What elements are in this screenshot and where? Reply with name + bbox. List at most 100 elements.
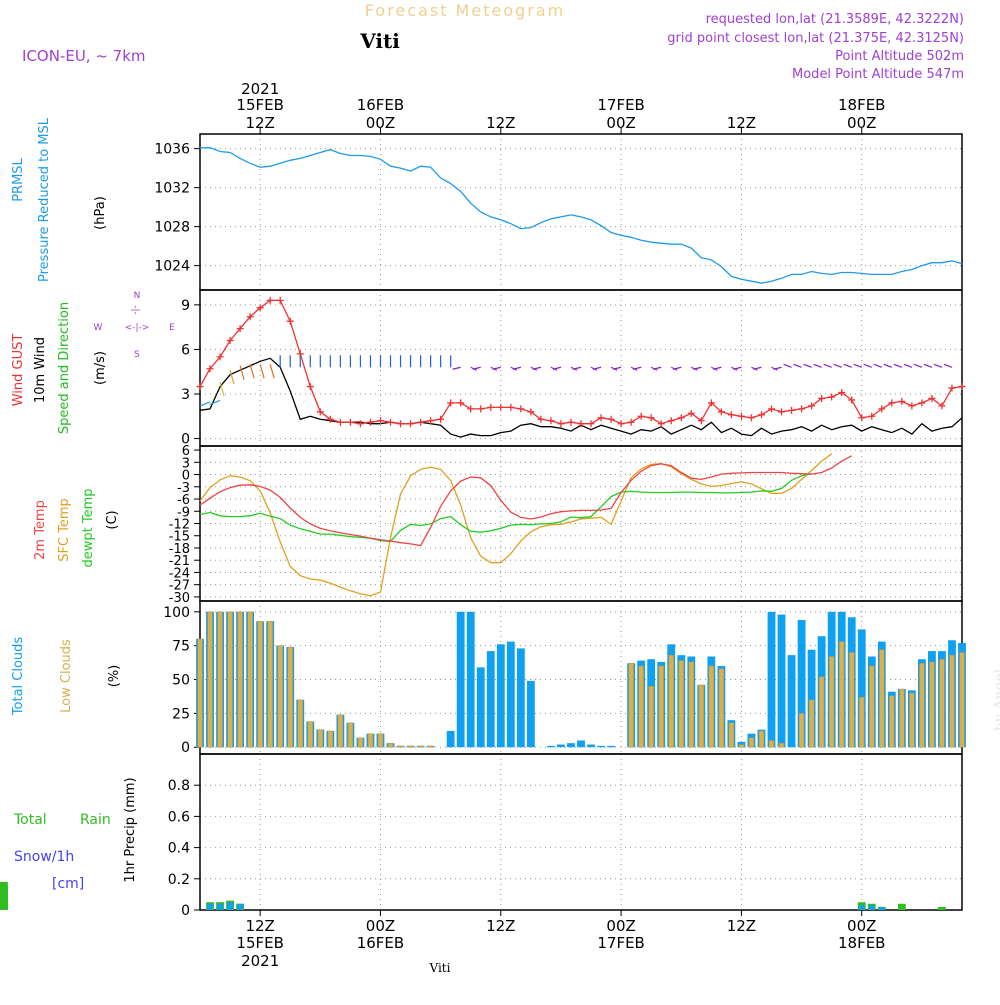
- point-altitude: Point Altitude 502m: [835, 49, 964, 64]
- total-cloud-bar: [516, 648, 525, 748]
- x-tick-label-top: 15FEB: [236, 96, 283, 114]
- plot-area: 10361032102810249630630-3-6-9-12-15-18-2…: [0, 80, 966, 970]
- y-tick-label: 1032: [154, 181, 190, 197]
- wind-direction-arrow: [199, 401, 211, 407]
- gust-point: [407, 420, 415, 428]
- y-tick-label: -15: [169, 530, 190, 545]
- snow-unit: [cm]: [52, 876, 84, 892]
- compass-e: E: [169, 323, 175, 333]
- snow-bar: [858, 905, 865, 910]
- x-tick-label-bottom: 2021: [241, 952, 279, 970]
- y-tick-label: 0: [182, 469, 190, 484]
- low-cloud-bar: [207, 611, 213, 748]
- y-tick-label: 9: [181, 298, 190, 314]
- rain-label-rain: Rain: [80, 812, 111, 828]
- gust-point: [918, 399, 926, 407]
- gust-point: [677, 414, 685, 422]
- y-tick-label: 3: [182, 456, 190, 471]
- wind-direction-arrow: [883, 363, 893, 368]
- gust-point: [236, 325, 244, 333]
- y-tick-label: 25: [172, 706, 190, 722]
- gust-point: [948, 384, 956, 392]
- sfc-label: SFC Temp: [57, 498, 72, 562]
- gust-point: [727, 411, 735, 419]
- compass-ns: -|-: [130, 305, 140, 315]
- low-cloud-bar: [658, 665, 664, 748]
- wind-direction-arrow: [713, 366, 722, 370]
- low-cloud-bar: [919, 663, 925, 748]
- total-cloud-bar: [797, 619, 806, 748]
- gust-point: [717, 408, 725, 416]
- gust-point: [898, 397, 906, 405]
- snow-bar: [878, 906, 885, 910]
- sfc-temp-line: [199, 453, 833, 597]
- pressure-labels: PRMSL Pressure Reduced to MSL (hPa): [11, 117, 108, 282]
- gust-point: [878, 405, 886, 413]
- gust-point: [427, 417, 435, 425]
- x-tick-label-bottom: 12Z: [486, 917, 515, 935]
- low-cloud-bar: [267, 621, 273, 748]
- y-tick-label: -9: [177, 505, 190, 520]
- x-tick-label-bottom: 00Z: [847, 917, 876, 935]
- pressure-line: [200, 147, 963, 284]
- gust-point: [597, 414, 605, 422]
- model-name: ICON-EU, ~ 7km: [22, 47, 146, 65]
- gust-point: [938, 402, 946, 410]
- low-cloud-bar: [939, 658, 945, 748]
- wind-direction-arrow: [532, 366, 542, 370]
- wind-direction-arrow: [843, 363, 852, 368]
- wind-direction-arrow: [863, 363, 872, 368]
- gust-point: [387, 418, 394, 426]
- gust-point: [647, 414, 655, 422]
- gust-point: [346, 418, 354, 426]
- wind-direction-arrow: [219, 381, 225, 397]
- gust-point: [657, 420, 665, 428]
- gust-point: [326, 415, 334, 423]
- x-tick-label-bottom: 00Z: [606, 917, 635, 935]
- wind-direction-arrow: [673, 366, 682, 370]
- low-cloud-bar: [357, 737, 364, 748]
- low-cloud-bar: [879, 649, 885, 748]
- low-cloud-bar: [327, 730, 334, 748]
- wind-labels: Wind GUST 10m Wind Speed and Direction (…: [11, 291, 175, 434]
- rain-bar: [0, 889, 8, 910]
- gust-point: [437, 415, 445, 423]
- direction-label: Speed and Direction: [57, 302, 72, 434]
- gust-point: [196, 383, 204, 391]
- wind-direction-arrow: [633, 366, 642, 370]
- total-cloud-bar: [486, 651, 495, 748]
- gust-line: [199, 299, 963, 425]
- low-cloud-bar: [849, 652, 855, 748]
- gust-point: [567, 418, 575, 426]
- low-cloud-bar: [197, 638, 203, 748]
- x-tick-label-bottom: 00Z: [366, 917, 395, 935]
- precip-labels: Total Rain Snow/1h [cm] 1hr Precip (mm): [13, 777, 138, 892]
- total-cloud-bar: [787, 655, 796, 748]
- low-clouds-label: Low Clouds: [59, 639, 74, 713]
- gust-point: [497, 403, 505, 411]
- low-cloud-bar: [337, 714, 344, 748]
- gust-point: [697, 417, 705, 425]
- wind-direction-arrow: [653, 366, 662, 370]
- low-cloud-bar: [949, 654, 955, 748]
- gust-point: [216, 353, 224, 361]
- low-cloud-bar: [387, 742, 394, 748]
- low-cloud-bar: [899, 688, 905, 748]
- gust-point: [527, 408, 535, 416]
- dewpt-line: [199, 473, 812, 543]
- low-cloud-bar: [247, 611, 253, 748]
- title: Forecast Meteogram: [365, 1, 565, 20]
- low-cloud-bar: [698, 684, 704, 748]
- x-tick-label-bottom: 18FEB: [838, 934, 885, 952]
- gust-point: [226, 337, 234, 345]
- temp-labels: 2m Temp SFC Temp dewpt Temp (C): [33, 488, 120, 567]
- y-tick-label: 0.6: [168, 809, 190, 825]
- low-cloud-bar: [708, 665, 715, 748]
- gust-point: [908, 402, 916, 410]
- gust-point: [417, 418, 425, 426]
- total-cloud-bar: [567, 743, 575, 748]
- snow-label: Snow/1h: [14, 849, 74, 865]
- gust-point: [457, 399, 465, 407]
- gust-point: [587, 420, 595, 428]
- wind-direction-arrow: [833, 363, 842, 368]
